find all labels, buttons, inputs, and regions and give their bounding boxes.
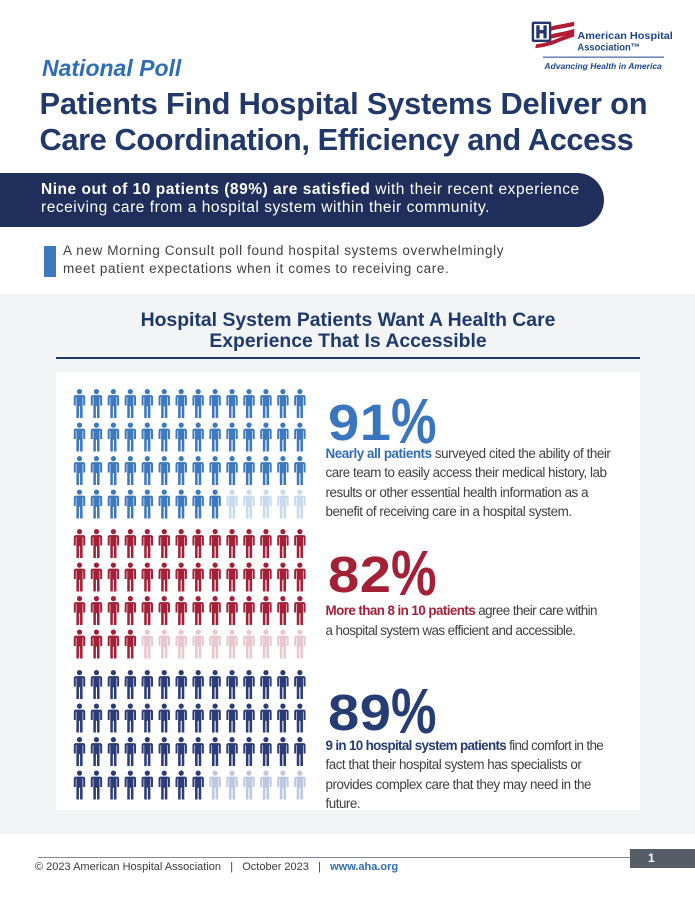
svg-text:Association™: Association™	[577, 43, 640, 54]
svg-text:Advancing Health in America: Advancing Health in America	[543, 61, 662, 71]
svg-text:American Hospital: American Hospital	[577, 31, 673, 42]
